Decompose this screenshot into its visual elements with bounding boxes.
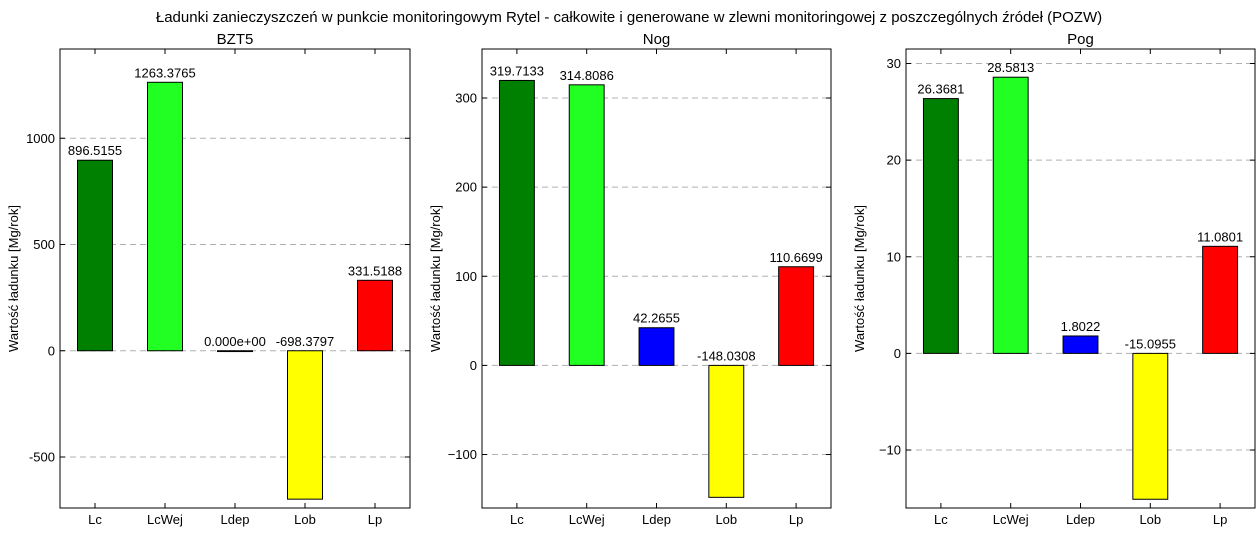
chart-title: BZT5 <box>217 31 254 48</box>
x-tick-label: LcWej <box>993 512 1029 527</box>
bar-ldep <box>638 327 675 366</box>
data-label: 1.8022 <box>1061 319 1101 334</box>
bar-lcwej <box>568 84 605 366</box>
x-tick-label: Lc <box>510 512 524 527</box>
y-axis-label: Wartość ładunku [Mg/rok] <box>6 205 21 352</box>
axes-frame <box>59 48 411 509</box>
y-tick-label: −10 <box>879 443 901 458</box>
y-tick-label: 500 <box>33 237 55 252</box>
y-axis-label: Wartość ładunku [Mg/rok] <box>428 205 443 352</box>
x-tick-label: Lp <box>1213 512 1227 527</box>
bar-lob <box>708 364 745 498</box>
bar-lcwej <box>992 76 1029 354</box>
y-tick-label: −100 <box>448 447 477 462</box>
bar-lp <box>1202 245 1239 354</box>
bar-lc <box>922 98 959 354</box>
bar-lob <box>1132 352 1169 500</box>
y-tick-label: 30 <box>887 56 901 71</box>
x-tick-label: Lob <box>1139 512 1161 527</box>
y-tick-label: 1000 <box>26 131 55 146</box>
axes-frame <box>481 48 832 509</box>
bar-lp <box>778 266 815 366</box>
x-tick-label: Ldep <box>1066 512 1095 527</box>
bar-lp <box>357 279 393 352</box>
axes-frame <box>905 48 1256 509</box>
x-tick-label: Lp <box>789 512 803 527</box>
chart-title: Pog <box>1067 31 1094 48</box>
x-tick-label: Lc <box>934 512 948 527</box>
bar-lob <box>287 350 323 500</box>
bar-lc <box>498 79 535 366</box>
figure-title: Ładunki zanieczyszczeń w punkcie monitor… <box>156 9 1102 26</box>
y-tick-label: 300 <box>455 91 477 106</box>
y-tick-label: 200 <box>455 180 477 195</box>
data-label: 0.000e+00 <box>204 334 266 349</box>
data-label: 331.5188 <box>348 263 402 278</box>
y-tick-label: 10 <box>887 249 901 264</box>
x-tick-label: Lp <box>368 512 382 527</box>
data-label: 11.0801 <box>1197 229 1243 244</box>
data-label: 1263.3765 <box>134 65 195 80</box>
x-tick-label: Lob <box>294 512 316 527</box>
x-tick-label: Ldep <box>221 512 250 527</box>
bar-ldep <box>1062 335 1099 354</box>
data-label: 896.5155 <box>68 143 122 158</box>
y-tick-label: 100 <box>455 269 477 284</box>
y-tick-label: 20 <box>887 153 901 168</box>
data-label: 26.3681 <box>917 82 964 97</box>
x-tick-label: LcWej <box>147 512 183 527</box>
data-label: -148.0308 <box>697 348 756 363</box>
data-label: -15.0955 <box>1125 336 1176 351</box>
y-tick-label: -500 <box>29 450 55 465</box>
chart-pog: 26.3681 Lc 28.5813 LcWej 1.8022 Ldep -15.0955 L… <box>852 31 1256 527</box>
y-axis-label: Wartość ładunku [Mg/rok] <box>852 205 867 352</box>
y-tick-label: 0 <box>48 343 55 358</box>
chart-bzt5: 896.5155 Lc 1263.3765 LcWej 0.000e+00 Ldep -69… <box>6 31 411 527</box>
bar-lcwej <box>147 81 183 352</box>
bar-lc <box>77 159 113 352</box>
data-label: 28.5813 <box>987 60 1034 75</box>
data-label: 110.6699 <box>769 250 822 265</box>
x-tick-label: Ldep <box>642 512 671 527</box>
x-tick-label: Lc <box>88 512 102 527</box>
y-tick-label: 0 <box>470 358 477 373</box>
x-tick-label: Lob <box>715 512 737 527</box>
data-label: 42.2655 <box>633 311 680 326</box>
x-tick-label: LcWej <box>569 512 605 527</box>
data-label: 314.8086 <box>560 68 614 83</box>
data-label: 319.7133 <box>490 63 544 78</box>
y-tick-label: 0 <box>894 346 901 361</box>
chart-title: Nog <box>643 31 671 48</box>
data-label: -698.3797 <box>276 334 335 349</box>
chart-nog: 319.7133 Lc 314.8086 LcWej 42.2655 Ldep -148.0… <box>428 31 832 527</box>
bar-ldep <box>217 350 253 353</box>
